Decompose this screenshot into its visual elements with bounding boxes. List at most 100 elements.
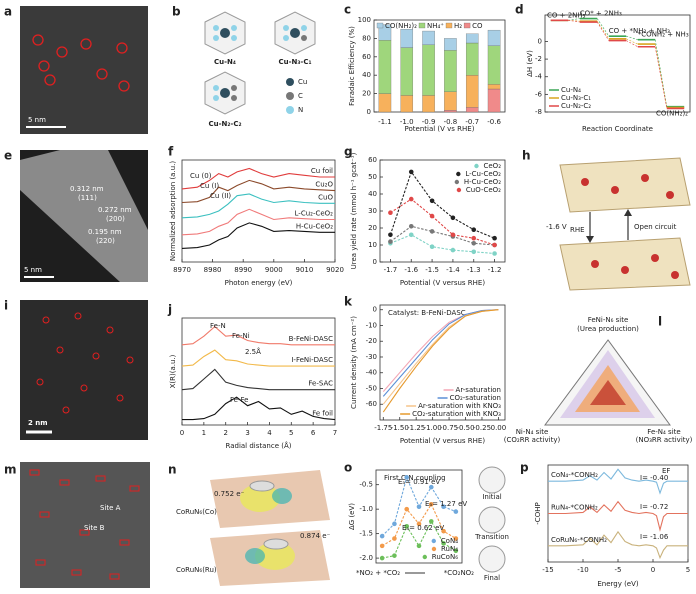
panel-label: a [4, 5, 12, 19]
legend-marker [456, 171, 461, 177]
y-tick-label: -6 [535, 90, 543, 98]
series-line [181, 167, 335, 190]
plot-frame [181, 159, 336, 263]
vertex-label: Fe-N₄ site [647, 428, 680, 436]
bar-segment [444, 38, 457, 51]
vertex-label: FeNi-N₆ site [588, 316, 629, 324]
x-tick-label: -0.75 [440, 424, 458, 432]
legend-label: N [298, 106, 303, 114]
y-tick-label: 50 [368, 173, 377, 181]
y-tick-label: -50 [366, 384, 377, 392]
structure-name: Cu-N₄ [214, 58, 236, 66]
panel-label: h [522, 149, 531, 163]
x-axis-label: Potential (V versus RHE) [400, 279, 485, 287]
legend-label: RuCoN₆ [432, 553, 458, 561]
annotation: 0.272 nm [98, 206, 132, 214]
legend-label: RuN₄-*CONH₂ [551, 504, 598, 512]
legend-marker [454, 179, 460, 185]
legend-label: I-FeNi-DASC [291, 356, 333, 364]
marker [441, 504, 446, 510]
state-images [478, 466, 506, 573]
marker [404, 475, 410, 480]
y-tick-label: -8 [535, 108, 542, 116]
plot-frame [379, 304, 506, 421]
bar-segment [487, 88, 501, 113]
bar-segment [422, 95, 435, 113]
y-axis-label: X(R)(a.u.) [169, 354, 177, 388]
bar-segment [465, 75, 479, 108]
panel-label: d [515, 3, 524, 17]
marker [492, 251, 497, 256]
plot-frame [375, 469, 463, 564]
marker [471, 249, 477, 255]
annotation: Cu (II) [210, 192, 231, 200]
state-label: Initial [482, 493, 501, 501]
marker [379, 533, 385, 539]
series-line [548, 468, 688, 495]
x-tick-label: 8970 [173, 266, 191, 274]
panel-label: f [168, 145, 174, 159]
legend-label: CoN₄ [441, 537, 458, 545]
x-tick-label: -1.25 [407, 424, 425, 432]
series-line [181, 193, 335, 219]
marker [453, 536, 459, 541]
legend-marker [431, 546, 437, 552]
marker [441, 541, 446, 546]
annotation: 0.195 nm [88, 228, 122, 236]
panel-label: k [344, 295, 353, 309]
marker [388, 239, 393, 244]
y-tick-label: -60 [366, 400, 377, 408]
legend-label: Cu-N₄ [561, 86, 581, 94]
marker [408, 232, 414, 238]
annotation: Fe-Ni [232, 332, 250, 340]
bar-segment [400, 29, 414, 48]
vertex-label: (NO₃RR activity) [636, 436, 693, 444]
marker [492, 242, 497, 248]
y-tick-label: 60 [362, 53, 371, 61]
bar-segment [378, 24, 392, 41]
connector [626, 35, 638, 40]
annotation: Cu (0) [190, 172, 212, 180]
reverse-label: Open circuit [634, 223, 677, 231]
series-line [182, 396, 336, 421]
annotation: I= -1.06 [640, 533, 669, 541]
legend-label: L-Cu₂-CeO₂ [295, 210, 334, 218]
legend-label: CO [472, 22, 483, 30]
bar-segment [465, 107, 479, 113]
marker [429, 244, 435, 249]
y-tick-label: 100 [358, 16, 371, 24]
stage-label: CO + 2NH₃ [547, 11, 586, 19]
x-tick-label: -0.9 [422, 118, 436, 126]
marker [428, 519, 434, 524]
x-tick-label: -0.7 [465, 118, 479, 126]
legend-marker [431, 538, 436, 544]
stage-label: CO + *NH₂ + NH₃ [609, 27, 670, 35]
panel-label: p [520, 461, 529, 475]
x-tick-label: 9010 [295, 266, 313, 274]
annotation: I= -0.40 [640, 474, 668, 482]
annotation: Fe-N [210, 322, 226, 330]
y-tick-label: -30 [366, 353, 377, 361]
plot-frame [181, 317, 336, 426]
panel-label: b [172, 5, 181, 19]
y-axis-label: -COHP [534, 502, 542, 524]
y-tick-label: -10 [366, 321, 377, 329]
connector [596, 18, 610, 37]
x-tick-label: -1.1 [378, 118, 392, 126]
y-tick-label: -40 [366, 369, 377, 377]
y-axis-label: ΔH (eV) [526, 50, 534, 77]
series-line [181, 325, 335, 346]
connector [568, 18, 580, 21]
site-boxes [29, 469, 140, 580]
marker [441, 528, 446, 534]
x-tick-label: 5 [686, 566, 690, 574]
structure-name: CoRuN₆(Co) [176, 508, 217, 516]
x-tick-label: -15 [542, 566, 553, 574]
y-tick-label: 80 [362, 34, 371, 42]
bar-segment [378, 40, 392, 94]
y-axis-label: ΔG (eV) [348, 503, 356, 530]
structure-name: CoRuN₆(Ru) [176, 566, 217, 574]
legend-label: CoRuN₆-*CONH₂ [551, 536, 607, 544]
site-label: Site A [100, 504, 121, 512]
